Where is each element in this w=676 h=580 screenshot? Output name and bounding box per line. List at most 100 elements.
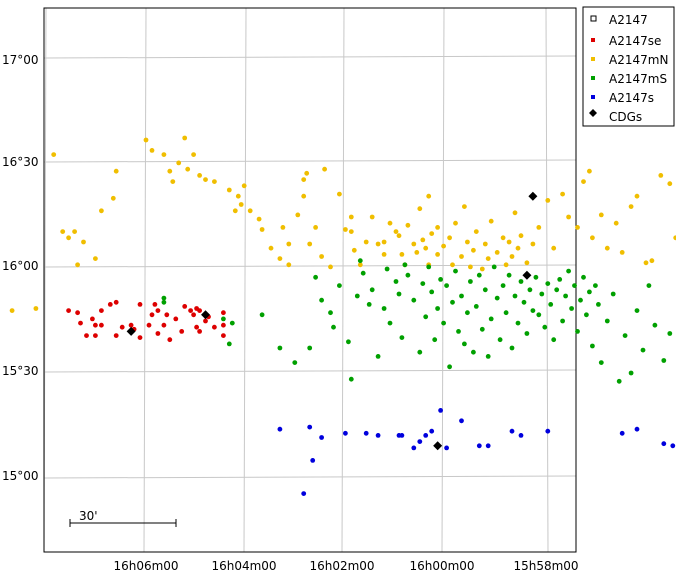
point-a2147se [155,308,161,313]
point-a2147se [221,310,226,316]
point-a2147mn [277,256,283,261]
point-a2147mn [66,235,71,241]
point-a2147mn [286,262,292,268]
point-a2147s [438,408,443,413]
point-a2147ms [509,345,515,351]
point-a2147mn [280,225,286,230]
point-a2147ms [527,287,533,293]
point-a2147s [375,433,381,438]
point-a2147ms [423,314,429,320]
point-a2147s [417,439,423,444]
point-a2147ms [584,312,589,318]
point-a2147mn [75,262,80,268]
point-a2147s [429,428,435,434]
point-a2147ms [375,354,381,359]
point-a2147se [179,329,185,334]
point-a2147ms [411,297,417,303]
point-a2147se [113,333,119,338]
point-a2147ms [539,291,545,297]
point-a2147mn [435,252,440,257]
point-a2147ms [221,316,226,322]
point-a2147ms [426,264,432,270]
point-a2147mn [93,256,98,261]
point-a2147mn [500,235,506,241]
point-a2147se [119,324,125,330]
point-a2147mn [506,239,512,245]
point-a2147mn [176,160,182,166]
point-a2147se [203,318,208,324]
point-a2147se [167,337,173,343]
point-a2147s [545,428,551,434]
point-a2147mn [417,206,423,212]
grid-line [545,7,549,553]
point-a2147s [459,418,464,424]
point-a2147mn [259,227,265,232]
point-a2147s [476,443,482,449]
point-a2147mn [649,258,655,264]
point-a2147mn [348,214,354,220]
point-a2147mn [494,250,500,255]
point-a2147se [93,333,98,338]
point-a2147s [363,430,369,436]
point-a2147ms [494,295,500,301]
point-a2147mn [351,247,357,253]
point-a2147mn [536,225,542,230]
point-a2147mn [161,152,167,158]
point-a2147ms [661,358,667,363]
point-a2147ms [441,320,446,326]
point-a2147ms [533,274,539,280]
point-a2147mn [450,262,455,268]
point-a2147ms [587,289,592,295]
point-a2147mn [212,179,217,185]
point-a2147mn [60,229,66,235]
point-a2147mn [375,241,381,247]
legend: A2147 A2147se A2147mN A2147mS A2147s CDG… [582,6,675,127]
point-a2147se [173,316,179,322]
point-a2147mn [420,237,426,243]
point-a2147ms [348,376,354,382]
point-a2147mn [167,168,173,174]
data-points [9,135,676,496]
point-a2147mn [357,262,363,268]
point-a2147mn [515,245,521,251]
legend-marker-a2147mn [591,57,595,61]
point-a2147ms [530,308,536,313]
point-a2147se [93,322,98,328]
point-a2147ms [560,318,565,324]
point-a2147mn [518,233,524,239]
point-a2147ms [226,341,232,347]
point-a2147ms [471,349,476,355]
point-a2147mn [551,245,557,251]
point-a2147mn [286,241,292,247]
point-a2147mn [604,245,610,251]
legend-label-cdgs: CDGs [609,110,642,124]
point-a2147mn [387,220,393,226]
point-a2147ms [396,291,402,297]
point-a2147s [619,430,625,436]
point-a2147ms [366,302,372,307]
point-a2147ms [369,287,375,293]
point-a2147ms [652,322,658,328]
point-a2147mn [301,193,307,199]
point-a2147mn [441,243,446,249]
point-a2147s [485,443,491,449]
point-a2147se [113,299,119,305]
point-a2147ms [456,329,461,334]
point-a2147ms [357,258,363,264]
point-a2147ms [346,339,351,345]
point-a2147s [423,433,429,438]
cdg-marker [528,191,538,201]
legend-label-a2147mn: A2147mN [609,53,668,67]
point-a2147se [152,302,158,307]
point-a2147mn [301,177,307,183]
point-a2147mn [268,245,274,251]
point-a2147mn [598,212,604,218]
legend-label-a2147: A2147 [609,13,648,27]
point-a2147ms [503,310,509,316]
point-a2147mn [613,220,619,226]
point-a2147mn [369,214,375,220]
point-a2147mn [110,195,116,201]
cdg-marker [433,441,443,451]
point-a2147mn [393,229,399,235]
point-a2147mn [473,229,479,235]
